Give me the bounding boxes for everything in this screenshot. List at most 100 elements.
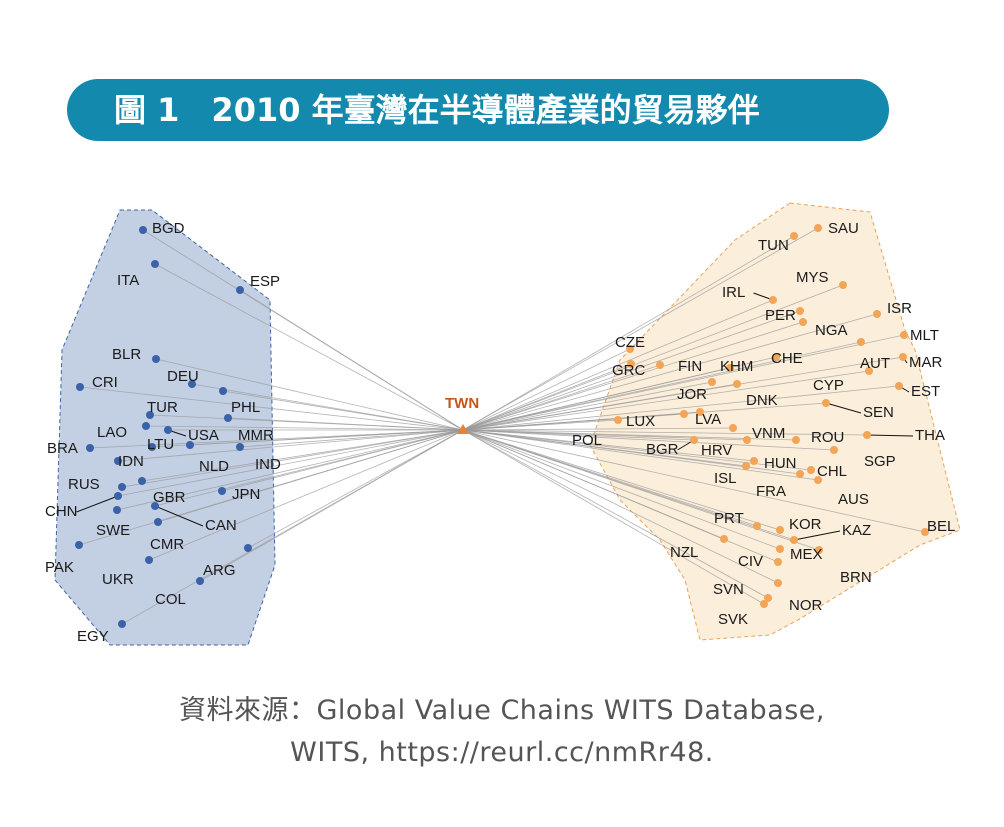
link-twn-ukr (148, 429, 464, 561)
label-civ: CIV (738, 553, 763, 570)
label-tur: TUR (147, 399, 178, 416)
link-twn-sau (462, 227, 819, 431)
node-irl (769, 296, 777, 304)
node-cyp (865, 367, 873, 375)
link-twn-swe (116, 429, 464, 511)
label-deu: DEU (167, 368, 199, 385)
label-hun: HUN (764, 455, 797, 472)
node-arg (244, 544, 252, 552)
link-twn-rus (121, 429, 464, 488)
node-ukr (145, 556, 153, 564)
link-twn-sgp (462, 429, 835, 451)
label-phl: PHL (231, 399, 260, 416)
node-gbr (138, 477, 146, 485)
hub-node: TWN (445, 395, 479, 434)
label-khm: KHM (720, 358, 753, 375)
node-kor (776, 526, 784, 534)
link-twn-mex (462, 429, 781, 550)
node-bgr (690, 436, 698, 444)
link-twn-brn (462, 429, 820, 551)
label-esp: ESP (250, 273, 280, 290)
label-chl: CHL (817, 463, 847, 480)
node-fra (796, 470, 804, 478)
label-bgr: BGR (646, 441, 679, 458)
node-pol (614, 416, 622, 424)
label-ukr: UKR (102, 571, 134, 588)
node-svn (774, 579, 782, 587)
node-bra (86, 444, 94, 452)
node-col (196, 577, 204, 585)
leader-can (154, 505, 204, 527)
node-svk (760, 600, 768, 608)
link-twn-nor (462, 429, 769, 599)
label-grc: GRC (612, 362, 646, 379)
node-ind (236, 443, 244, 451)
link-twn-svk (462, 429, 765, 605)
label-kor: KOR (789, 516, 822, 533)
node-pak (75, 541, 83, 549)
node-jor (708, 378, 716, 386)
right-cluster-hull (589, 202, 961, 641)
label-cyp: CYP (813, 377, 844, 394)
source-note: 資料來源：Global Value Chains WITS Database, … (0, 690, 1004, 774)
label-nld: NLD (199, 458, 229, 475)
label-sgp: SGP (864, 453, 896, 470)
label-nor: NOR (789, 597, 823, 614)
label-ltu: LTU (147, 436, 174, 453)
label-tha: THA (915, 427, 945, 444)
node-nzl (720, 535, 728, 543)
link-twn-lva (462, 411, 701, 431)
leader-chn (76, 495, 119, 513)
label-kaz: KAZ (842, 522, 871, 539)
node-usa (164, 426, 172, 434)
label-mmr: MMR (238, 427, 274, 444)
link-twn-arg (247, 429, 464, 549)
node-can (151, 502, 159, 510)
link-twn-nld (189, 429, 464, 446)
label-est: EST (911, 383, 940, 400)
link-twn-pak (78, 429, 464, 546)
link-twn-ita (154, 263, 464, 431)
node-idn (114, 457, 122, 465)
label-arg: ARG (203, 562, 236, 579)
hub-triangle-marker (457, 424, 469, 434)
node-swe (113, 506, 121, 514)
label-swe: SWE (96, 522, 130, 539)
link-twn-cyp (462, 370, 870, 431)
link-twn-vnm (462, 427, 734, 431)
link-twn-hun (462, 429, 755, 462)
link-twn-mys (462, 284, 844, 431)
label-nzl: NZL (670, 544, 698, 561)
label-cri: CRI (92, 374, 118, 391)
figure-title: 圖 1 2010 年臺灣在半導體產業的貿易夥伴 (114, 79, 760, 141)
source-line-2: WITS, https://reurl.cc/nmRr48. (290, 737, 714, 768)
label-brn: BRN (840, 569, 872, 586)
link-twn-blr (155, 358, 464, 431)
node-esp (236, 286, 244, 294)
label-dnk: DNK (746, 392, 778, 409)
link-twn-idn (117, 429, 464, 462)
label-usa: USA (188, 427, 219, 444)
label-lux: LUX (626, 413, 655, 430)
node-nor (764, 594, 772, 602)
label-mex: MEX (790, 546, 823, 563)
label-prt: PRT (714, 510, 744, 527)
trade-links (78, 227, 926, 625)
node-brn (815, 546, 823, 554)
link-twn-fin (462, 364, 661, 431)
label-hrv: HRV (701, 442, 732, 459)
node-sen (822, 399, 830, 407)
label-bra: BRA (47, 440, 78, 457)
link-twn-mlt (462, 334, 905, 431)
node-mex (776, 545, 784, 553)
link-twn-bel (462, 429, 926, 533)
node-mar (899, 353, 907, 361)
node-chn (114, 492, 122, 500)
node-cze (626, 345, 634, 353)
node-mys (839, 281, 847, 289)
label-bel: BEL (927, 518, 955, 535)
link-twn-can (154, 429, 464, 507)
source-line-1: 資料來源：Global Value Chains WITS Database, (179, 695, 825, 726)
node-bgd (139, 226, 147, 234)
node-hrv (743, 436, 751, 444)
